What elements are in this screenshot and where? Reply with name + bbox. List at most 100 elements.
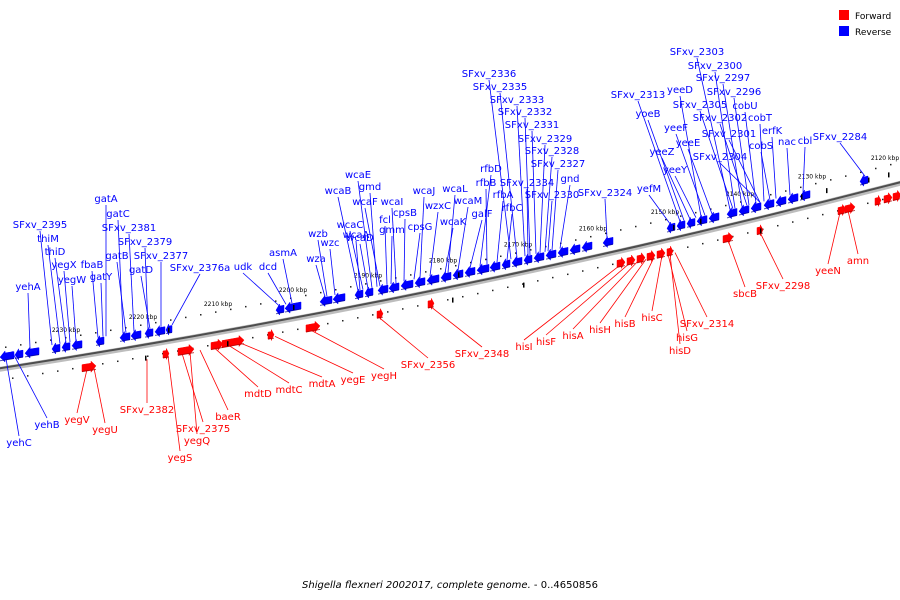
ruler-dot [50, 339, 52, 341]
leader-line [39, 230, 53, 346]
gene-arrow-shade [764, 205, 774, 210]
gene-arrow-shade [677, 227, 685, 231]
ruler-dot [440, 268, 442, 270]
reverse-gene-arrow [476, 263, 490, 276]
gene-arrow-shade [211, 346, 223, 351]
feature-marker [888, 172, 890, 178]
feature-marker [227, 341, 229, 347]
ruler-dot [605, 232, 607, 235]
gene-arrow-shade [875, 203, 881, 206]
ruler-dot [42, 372, 44, 375]
feature-marker [168, 327, 170, 333]
reverse-gene-label: yeeF [664, 123, 688, 134]
ruler-dot [5, 346, 7, 348]
gene-arrow-shade [285, 308, 301, 313]
reverse-gene-label: SFxv_2330 [525, 190, 579, 201]
forward-gene-label: hisG [676, 333, 698, 344]
legend-forward-swatch [839, 10, 849, 20]
reverse-gene-label: SFxv_2324 [578, 188, 632, 199]
reverse-gene-label: SFxv_2302 [693, 113, 747, 124]
leader-line [719, 162, 761, 203]
forward-gene-label: yegS [168, 453, 193, 464]
reverse-gene-label: wcaB [325, 186, 352, 197]
map-caption: Shigella flexneri 2002017, complete geno… [302, 580, 598, 591]
leader-line [117, 219, 124, 334]
reverse-gene-label: yeeE [676, 138, 701, 149]
ruler-dot [447, 299, 449, 301]
leader-line [213, 347, 259, 388]
leader-line [403, 218, 406, 282]
gene-arrow-shade [0, 358, 14, 362]
ruler-dot [740, 201, 742, 203]
leader-line [317, 239, 328, 297]
ruler-dot [635, 225, 637, 228]
ruler-dot [500, 255, 502, 258]
leader-line [429, 211, 439, 277]
reverse-gene-label: SFxv_2304 [693, 152, 747, 163]
ruler-dot [335, 288, 337, 291]
leader-line [524, 117, 531, 256]
leader-line [802, 146, 806, 192]
ruler-dot [785, 190, 787, 192]
ruler-dot [245, 305, 247, 308]
leader-line [429, 305, 483, 348]
gene-arrow-shade [776, 203, 786, 207]
gene-arrow-shade [893, 198, 900, 202]
reverse-gene-label: SFxv_2313 [611, 90, 665, 101]
reverse-gene-label: rfbC [502, 203, 523, 214]
ruler-dot [770, 193, 772, 196]
leader-line [364, 207, 381, 287]
ruler-dot [297, 328, 299, 331]
leader-line [469, 219, 483, 268]
ruler-dot [35, 341, 37, 344]
leader-line [674, 252, 708, 318]
leader-line [648, 194, 671, 224]
ruler-dot [890, 163, 892, 166]
ruler-tick-label: 2160 kbp [579, 225, 607, 232]
leader-line [771, 136, 777, 199]
leader-line [329, 248, 336, 296]
ruler-dot [20, 344, 22, 346]
leader-line [847, 210, 859, 255]
caption-organism: Shigella flexneri 2002017, complete geno… [302, 580, 531, 591]
leader-line [4, 352, 20, 437]
feature-marker [801, 194, 803, 200]
forward-gene-label: SFxv_2348 [455, 349, 509, 360]
leader-line [419, 196, 425, 279]
ruler-dot [867, 202, 869, 205]
reverse-gene-label: SFxv_2327 [531, 159, 585, 170]
gene-arrow-shade [667, 229, 675, 233]
forward-gene-label: SFxv_2314 [680, 319, 734, 330]
leader-line [171, 273, 201, 326]
gene-arrow-shade [800, 197, 810, 201]
leader-line [506, 213, 513, 261]
ruler-dot [830, 179, 832, 181]
gene-arrow-shade [637, 260, 645, 264]
reverse-gene-label: rfbA [493, 190, 514, 201]
reverse-gene-label: gatY [90, 272, 113, 283]
leader-line [457, 206, 469, 271]
forward-gene-label: hisB [614, 319, 635, 330]
leader-line [839, 142, 866, 177]
ruler-dot [357, 317, 359, 319]
ruler-dot [717, 239, 719, 241]
leader-line [516, 105, 526, 257]
gene-arrow-shade [155, 333, 165, 336]
gene-arrow-shade [582, 248, 592, 252]
reverse-gene-label: erfK [762, 126, 783, 137]
legend: Forward Reverse [839, 10, 892, 38]
leader-line [759, 232, 784, 280]
gene-arrow-shade [647, 258, 655, 262]
leader-line [100, 282, 104, 337]
ruler-dot [185, 316, 187, 319]
ruler-dot [155, 321, 157, 324]
leader-line [545, 262, 631, 336]
reverse-gene-label: SFxv_2284 [813, 132, 867, 143]
ruler-tick-label: 2130 kbp [798, 174, 826, 181]
ruler-dot [320, 291, 322, 294]
gene-arrow-shade [617, 265, 625, 268]
leader-line [604, 198, 608, 239]
ruler-dot [665, 218, 667, 221]
